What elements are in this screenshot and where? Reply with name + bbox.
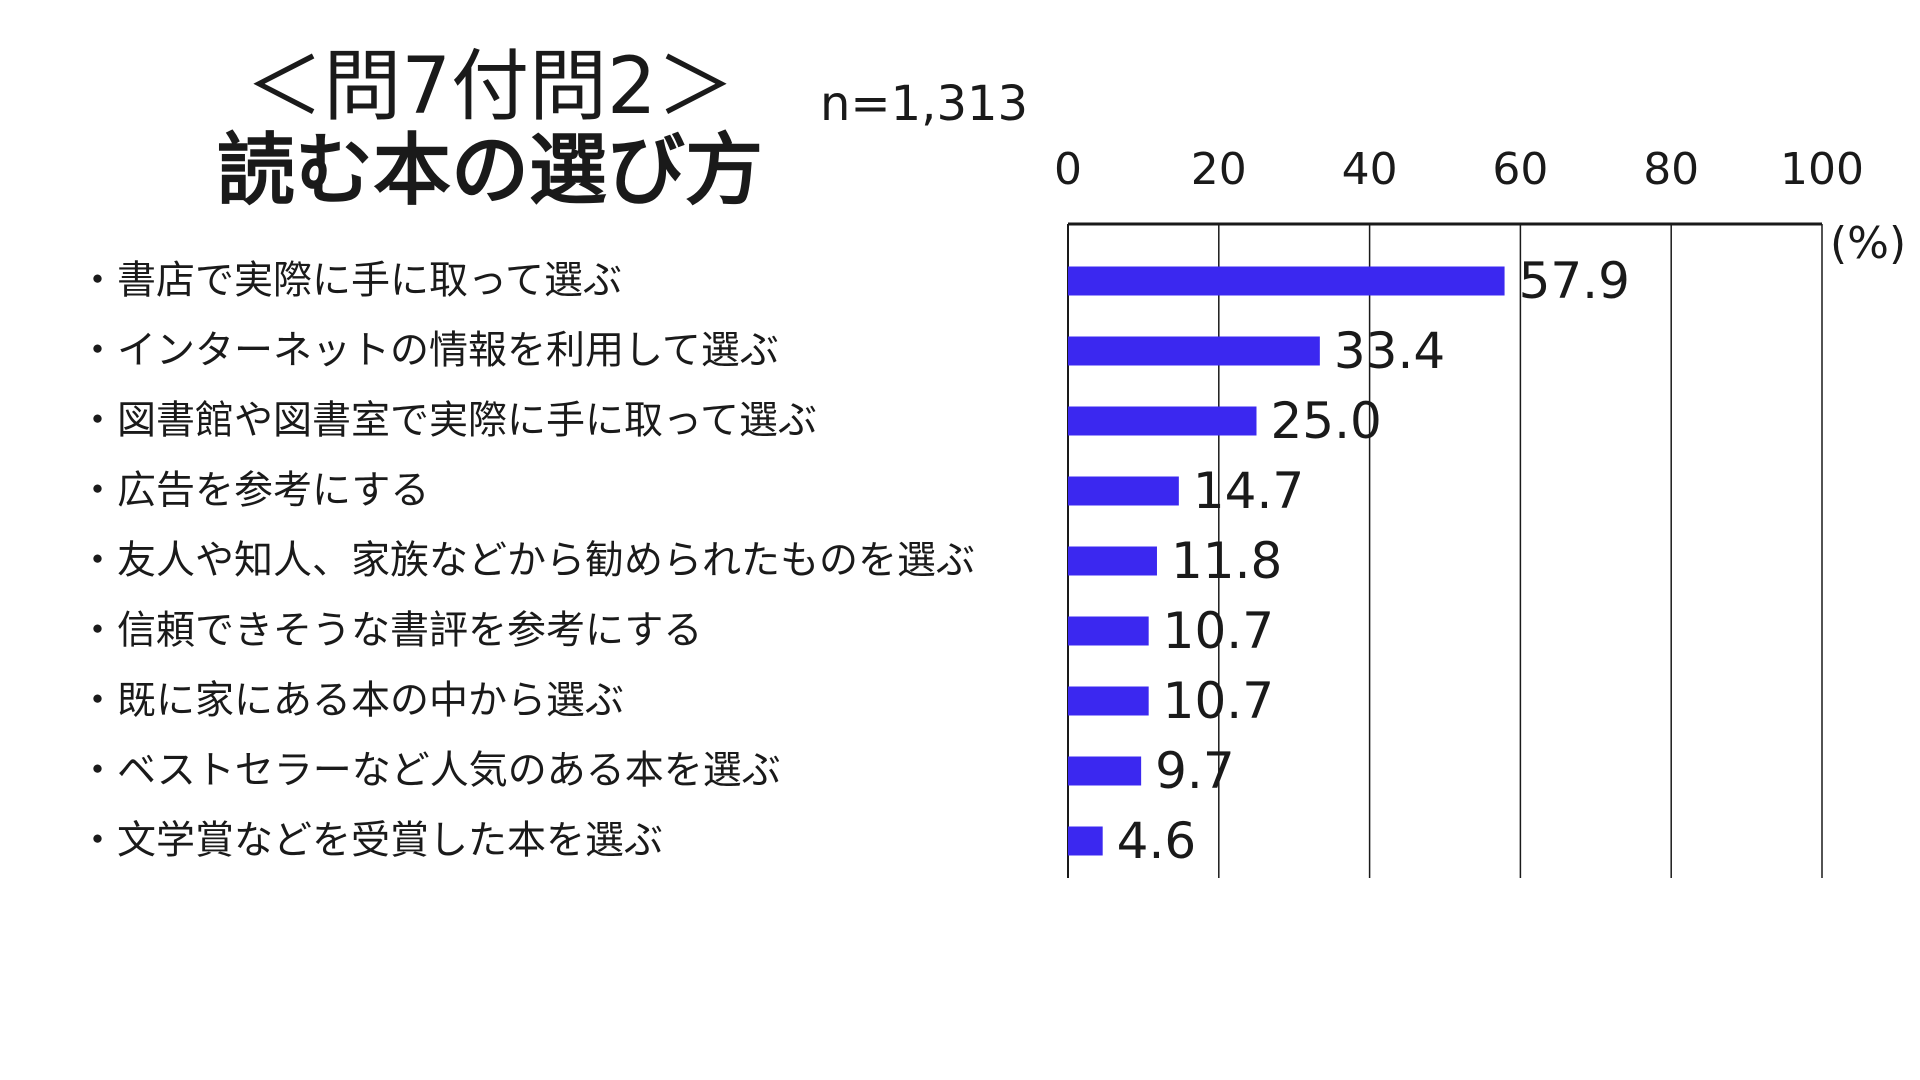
bar xyxy=(1068,406,1257,436)
category-label: ・文学賞などを受賞した本を選ぶ xyxy=(78,818,664,864)
data-label: 11.8 xyxy=(1171,532,1282,590)
x-tick-label: 20 xyxy=(1191,144,1247,195)
chart-title-line2: 読む本の選び方 xyxy=(216,126,763,216)
category-label: ・書店で実際に手に取って選ぶ xyxy=(78,258,623,304)
category-label: ・既に家にある本の中から選ぶ xyxy=(78,678,625,724)
x-tick-label: 60 xyxy=(1492,144,1548,195)
x-tick-label: 100 xyxy=(1780,144,1864,195)
axis-unit-label: (%) xyxy=(1830,218,1907,269)
bar xyxy=(1068,266,1505,296)
category-label: ・友人や知人、家族などから勧められたものを選ぶ xyxy=(78,538,976,584)
bar xyxy=(1068,546,1157,576)
data-label: 9.7 xyxy=(1155,742,1235,800)
category-label: ・インターネットの情報を利用して選ぶ xyxy=(78,328,779,374)
x-tick-label: 40 xyxy=(1342,144,1398,195)
bar xyxy=(1068,756,1142,786)
category-label: ・ベストセラーなど人気のある本を選ぶ xyxy=(78,748,781,794)
category-label: ・信頼できそうな書評を参考にする xyxy=(78,608,703,654)
bar xyxy=(1068,616,1149,646)
bar xyxy=(1068,686,1149,716)
sample-size-label: n=1,313 xyxy=(820,76,1029,132)
x-tick-label: 0 xyxy=(1054,144,1082,195)
chart-title-line1: ＜問7付問2＞ xyxy=(245,42,735,132)
data-label: 10.7 xyxy=(1163,672,1274,730)
bar xyxy=(1068,336,1320,366)
data-label: 33.4 xyxy=(1334,322,1445,380)
data-label: 14.7 xyxy=(1193,462,1304,520)
bar xyxy=(1068,476,1179,506)
category-label: ・図書館や図書室で実際に手に取って選ぶ xyxy=(78,398,818,444)
data-label: 25.0 xyxy=(1271,392,1382,450)
data-label: 4.6 xyxy=(1117,812,1197,870)
bar xyxy=(1068,826,1103,856)
x-tick-label: 80 xyxy=(1643,144,1699,195)
category-label: ・広告を参考にする xyxy=(78,468,430,514)
data-label: 57.9 xyxy=(1519,252,1630,310)
data-label: 10.7 xyxy=(1163,602,1274,660)
